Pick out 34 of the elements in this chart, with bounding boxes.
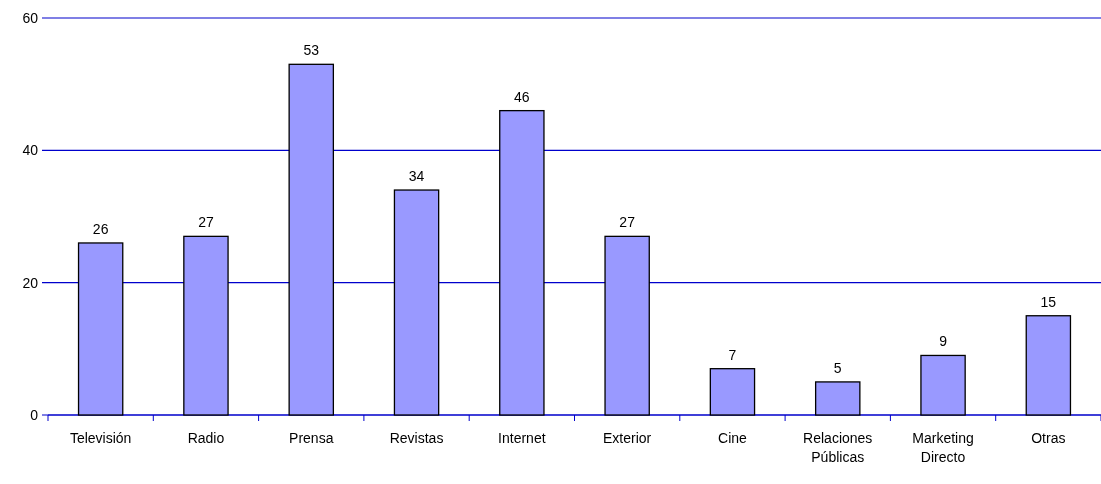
- y-tick-label: 40: [22, 142, 39, 159]
- data-label: 26: [92, 220, 109, 237]
- data-label: 15: [1040, 293, 1057, 310]
- x-tick-label: Internet: [498, 430, 546, 446]
- bar: [77, 242, 124, 416]
- x-tick-label: Radio: [187, 430, 225, 446]
- bar: [288, 63, 335, 416]
- data-label: 27: [198, 214, 214, 231]
- x-tick-label: Televisión: [69, 430, 132, 446]
- data-label: 53: [303, 42, 320, 59]
- bar: [920, 354, 966, 416]
- data-label: 34: [408, 168, 425, 185]
- y-tick-label: 20: [22, 274, 39, 291]
- bar: [1025, 315, 1072, 416]
- bar: [604, 235, 650, 416]
- bar: [709, 368, 756, 416]
- data-label: 9: [939, 333, 948, 350]
- x-tick-label: Cine: [718, 430, 748, 446]
- x-tick-label: Otras: [1031, 430, 1066, 446]
- data-label: 5: [833, 359, 842, 376]
- bar: [393, 189, 440, 416]
- y-tick-label: 60: [22, 9, 39, 26]
- x-tick-label: Revistas: [389, 430, 444, 446]
- bar: [499, 109, 545, 416]
- bar: [814, 381, 861, 416]
- x-tick-label: Prensa: [289, 430, 334, 446]
- data-label: 46: [514, 88, 530, 105]
- x-tick-label: Marketing Directo: [912, 430, 974, 465]
- data-label: 7: [728, 346, 737, 363]
- x-tick-label: Relaciones Públicas: [803, 430, 873, 465]
- y-tick-label: 0: [30, 406, 39, 423]
- bar: [183, 235, 229, 416]
- data-label: 27: [619, 214, 636, 231]
- x-tick-label: Exterior: [603, 430, 652, 446]
